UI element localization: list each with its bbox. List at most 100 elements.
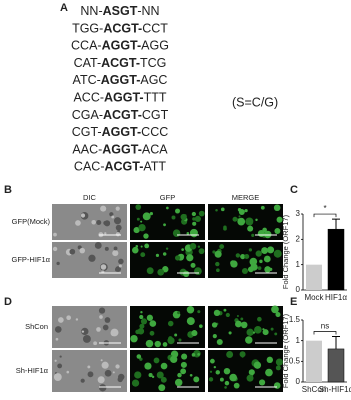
cell: [226, 351, 234, 358]
cell: [181, 248, 185, 252]
sequence-part: AGGT-: [102, 143, 142, 157]
cell: [260, 205, 265, 210]
cell: [79, 247, 86, 254]
cell: [149, 212, 153, 216]
cell: [271, 305, 279, 314]
cell: [142, 212, 151, 221]
cell: [54, 359, 57, 362]
cell: [140, 311, 143, 314]
bar: [327, 348, 345, 383]
cell: [177, 311, 181, 315]
sequence: ACC-AGGT-TTT: [73, 91, 166, 105]
cell: [140, 245, 143, 248]
cell: [214, 250, 222, 258]
sequence-part: AAC-: [72, 143, 102, 157]
sequence: ATC-AGGT-AGC: [73, 73, 168, 87]
cell: [215, 370, 220, 375]
sequence: CAC-ACGT-ATT: [74, 160, 166, 174]
cell: [270, 327, 274, 331]
cell: [269, 267, 273, 272]
cell: [252, 331, 256, 334]
cell: [58, 317, 64, 323]
cell: [135, 245, 139, 248]
row-label: Sh-HIF1α: [16, 366, 49, 375]
cell: [115, 364, 120, 369]
bar: [327, 228, 345, 291]
cell: [187, 248, 190, 252]
cell: [209, 370, 213, 373]
bar: [306, 340, 322, 382]
cell: [135, 204, 142, 210]
cell: [143, 233, 149, 239]
cell: [112, 250, 119, 257]
cell: [211, 322, 218, 328]
x-tick-label: ShCon: [302, 385, 326, 394]
cell: [69, 248, 76, 255]
cell: [265, 368, 273, 377]
panel-label: A: [60, 2, 68, 14]
cell: [140, 318, 148, 325]
cell: [224, 386, 227, 389]
cell: [213, 365, 217, 369]
cell: [144, 362, 152, 370]
cell: [80, 378, 85, 383]
cell: [117, 376, 123, 383]
y-tick-label: 1.5: [289, 315, 301, 324]
cell: [273, 382, 281, 389]
sequence: TGG-ACGT-CCT: [72, 22, 168, 36]
cell: [220, 207, 225, 212]
cell: [59, 355, 62, 358]
sequence-part: ACC-: [73, 91, 104, 105]
cell: [180, 213, 187, 221]
cell: [98, 307, 106, 314]
cell: [115, 267, 120, 272]
significance-bracket: [313, 213, 337, 218]
sequence-part: AGGT-: [102, 125, 142, 139]
cell: [101, 361, 109, 369]
y-tick-label: 0.5: [289, 356, 301, 365]
y-tick-label: 1: [296, 260, 301, 269]
cell: [104, 246, 109, 251]
cell: [234, 320, 242, 328]
cell: [275, 358, 283, 366]
cell: [194, 215, 201, 223]
cell: [163, 223, 166, 227]
cell: [100, 264, 107, 270]
cell: [235, 253, 241, 258]
sequence-part: ATT: [143, 160, 166, 174]
cell: [139, 323, 145, 329]
panel-label: D: [4, 296, 12, 308]
x-tick-label: HIF1α: [325, 293, 347, 302]
sequence-part: -NN: [137, 4, 159, 18]
sequence-part: CAC-: [74, 160, 105, 174]
cell: [96, 327, 101, 332]
significance-label: *: [323, 204, 326, 213]
cell: [140, 252, 146, 258]
cell: [113, 246, 118, 251]
cell: [115, 206, 120, 211]
cell: [245, 336, 253, 344]
cell: [230, 260, 238, 268]
cell: [172, 229, 181, 237]
sequence-part: ASGT: [103, 4, 138, 18]
significance-bracket: [313, 331, 337, 335]
x-tick-label: Sh-HIF1α: [319, 385, 351, 394]
cell: [213, 309, 221, 317]
sequence-part: CGT-: [72, 125, 102, 139]
sequence-part: AGC: [140, 73, 167, 87]
cell: [160, 376, 167, 383]
cell: [115, 232, 121, 237]
sequence: CGT-AGGT-CCC: [72, 125, 169, 139]
sequence-part: CCC: [141, 125, 168, 139]
sequence: CCA-AGGT-AGG: [71, 39, 169, 53]
cell: [191, 353, 196, 357]
sequence-part: CGT: [142, 108, 169, 122]
cell: [265, 234, 269, 238]
y-tick-label: 2: [296, 234, 301, 243]
y-tick-label: 1: [296, 336, 301, 345]
cell: [240, 317, 244, 321]
cell: [241, 267, 249, 275]
sequence-part: TTT: [144, 91, 167, 105]
cell: [254, 326, 262, 334]
